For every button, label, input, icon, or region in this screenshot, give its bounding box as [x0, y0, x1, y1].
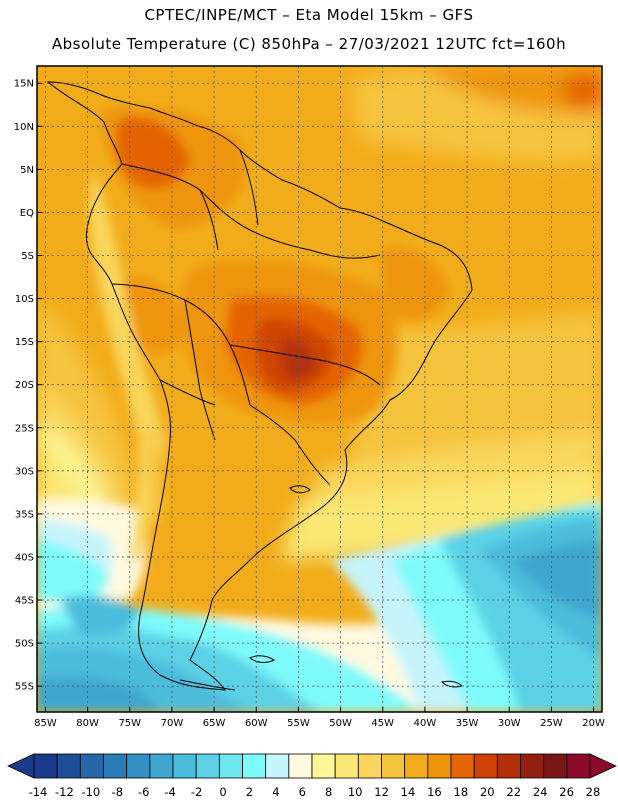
- colorbar-label: 10: [348, 785, 363, 799]
- colorbar-labels: -14 -12 -10 -8 -6 -4 -2 0 2 4 6 8 10 12 14 16 18 20 22 24 26…: [29, 785, 601, 799]
- lon-tick-label: 25W: [540, 718, 563, 729]
- lat-tick-label: 5N: [20, 165, 34, 176]
- colorbar-swatch: [218, 753, 243, 779]
- colorbar-swatch: [450, 753, 475, 779]
- colorbar-swatch: [381, 753, 406, 779]
- colorbar-swatch: [56, 753, 81, 779]
- colorbar-swatch: [543, 753, 568, 779]
- colorbar-swatch: [103, 753, 128, 779]
- lat-tick-label: 45S: [15, 596, 34, 607]
- lon-tick-label: 30W: [498, 718, 521, 729]
- colorbar-swatch: [33, 753, 58, 779]
- colorbar-swatch: [242, 753, 267, 779]
- colorbar-label: 0: [219, 785, 226, 799]
- lon-tick-label: 40W: [414, 718, 437, 729]
- lon-tick-label: 20W: [582, 718, 605, 729]
- colorbar-label: -12: [55, 785, 74, 799]
- lon-tick-label: 50W: [329, 718, 352, 729]
- lon-tick-label: 65W: [203, 718, 226, 729]
- colorbar-swatch: [404, 753, 429, 779]
- lat-tick-label: 15N: [14, 79, 34, 90]
- title-line-2: Absolute Temperature (C) 850hPa – 27/03/…: [51, 35, 567, 53]
- colorbar-label: -2: [191, 785, 202, 799]
- title-line-1: CPTEC/INPE/MCT – Eta Model 15km – GFS: [144, 6, 474, 24]
- latitude-axis: 15N 10N 5N EQ 5S 10S 15S 20S 25S 30S 35S 40S 45S 50S 5…: [14, 79, 42, 693]
- colorbar-max-arrow: [589, 753, 617, 779]
- colorbar: [7, 753, 617, 779]
- colorbar-label: 6: [299, 785, 306, 799]
- colorbar-label: 4: [272, 785, 279, 799]
- colorbar-swatch: [172, 753, 197, 779]
- lat-tick-label: 5S: [21, 251, 34, 262]
- colorbar-swatch: [195, 753, 220, 779]
- lat-tick-label: 50S: [15, 639, 34, 650]
- colorbar-swatch: [79, 753, 104, 779]
- colorbar-label: 14: [401, 785, 416, 799]
- colorbar-swatch: [126, 753, 151, 779]
- colorbar-label: -4: [164, 785, 175, 799]
- colorbar-label: -8: [112, 785, 123, 799]
- map-frame: [36, 65, 603, 713]
- colorbar-label: 20: [480, 785, 495, 799]
- colorbar-label: 16: [427, 785, 442, 799]
- colorbar-label: 22: [506, 785, 521, 799]
- lat-tick-label: 20S: [15, 380, 34, 391]
- colorbar-label: 24: [533, 785, 548, 799]
- colorbar-label: 12: [374, 785, 389, 799]
- colorbar-label: 8: [325, 785, 332, 799]
- colorbar-swatch: [473, 753, 498, 779]
- colorbar-swatch: [288, 753, 313, 779]
- lat-tick-label: 35S: [15, 509, 34, 520]
- colorbar-swatch: [427, 753, 452, 779]
- colorbar-swatch: [496, 753, 521, 779]
- colorbar-label: -14: [29, 785, 48, 799]
- lat-tick-label: 10S: [15, 294, 34, 305]
- colorbar-swatch: [520, 753, 545, 779]
- lat-tick-label: EQ: [20, 208, 34, 219]
- lat-tick-label: 25S: [15, 423, 34, 434]
- lon-tick-label: 60W: [245, 718, 268, 729]
- colorbar-label: 18: [454, 785, 469, 799]
- lat-tick-label: 40S: [15, 552, 34, 563]
- lon-tick-label: 45W: [371, 718, 394, 729]
- colorbar-label: -6: [138, 785, 149, 799]
- lat-tick-label: 30S: [15, 466, 34, 477]
- lon-tick-label: 75W: [118, 718, 141, 729]
- lon-tick-label: 70W: [161, 718, 184, 729]
- lon-tick-label: 85W: [34, 718, 57, 729]
- colorbar-swatch: [149, 753, 174, 779]
- colorbar-swatch: [311, 753, 336, 779]
- lon-tick-label: 55W: [287, 718, 310, 729]
- lon-tick-label: 35W: [456, 718, 479, 729]
- colorbar-label: -10: [81, 785, 100, 799]
- colorbar-swatch: [357, 753, 382, 779]
- colorbar-swatch: [566, 753, 591, 779]
- graticule: [37, 66, 602, 712]
- colorbar-label: 2: [246, 785, 253, 799]
- longitude-axis: 85W 80W 75W 70W 65W 60W 55W 50W 45W 40W 35W 30W 25W 2…: [34, 707, 605, 729]
- colorbar-min-arrow: [7, 753, 35, 779]
- lon-tick-label: 80W: [76, 718, 99, 729]
- lat-tick-label: 10N: [14, 122, 34, 133]
- colorbar-label: 26: [559, 785, 574, 799]
- colorbar-swatch: [265, 753, 290, 779]
- lat-tick-label: 55S: [15, 682, 34, 693]
- colorbar-label: 28: [586, 785, 601, 799]
- colorbar-swatch: [334, 753, 359, 779]
- lat-tick-label: 15S: [15, 337, 34, 348]
